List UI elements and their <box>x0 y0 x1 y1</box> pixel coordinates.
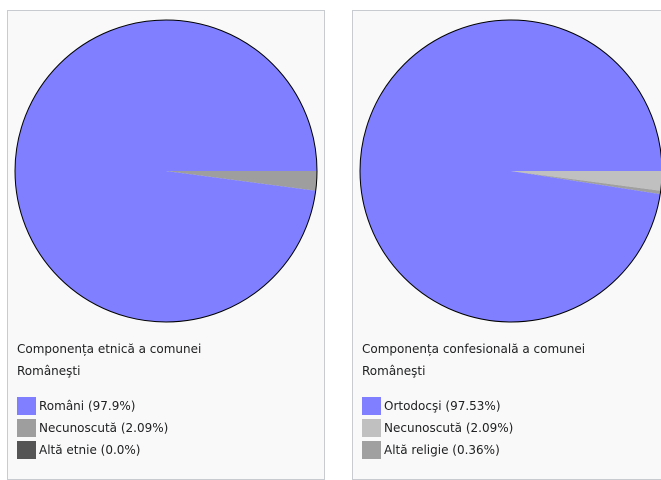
religious-chart-title-line-1: Componența confesională a comunei <box>362 342 586 356</box>
religious-legend: Ortodocşi (97.53%) Necunoscută (2.09%) A… <box>362 395 513 461</box>
legend-item-ortodocsi: Ortodocşi (97.53%) <box>362 395 513 417</box>
pie-slice-romani <box>15 19 318 322</box>
legend-swatch-necunoscuta-ethnic <box>17 419 36 437</box>
legend-item-necunoscuta-religion: Necunoscută (2.09%) <box>362 417 513 439</box>
legend-swatch-necunoscuta-religion <box>362 419 381 437</box>
pie-slice-alta-religie <box>511 171 661 195</box>
legend-swatch-romani <box>17 397 36 415</box>
ethnic-chart-title-line-1: Componența etnică a comunei <box>17 342 202 356</box>
legend-label-alta-religie: Altă religie (0.36%) <box>384 443 500 457</box>
legend-swatch-alta-religie <box>362 441 381 459</box>
ethnic-legend: Români (97.9%) Necunoscută (2.09%) Altă … <box>17 395 168 461</box>
pie-outline <box>14 19 318 323</box>
religious-chart-title: Componența confesională a comunei Române… <box>362 338 661 382</box>
religious-composition-panel: Componența confesională a comunei Române… <box>352 10 661 480</box>
ethnic-pie-chart <box>14 19 318 323</box>
religious-chart-title-line-2: Româneşti <box>362 364 426 378</box>
legend-item-alta-religie: Altă religie (0.36%) <box>362 439 513 461</box>
pie-slice-necunoscuta <box>166 171 317 191</box>
religious-pie-chart <box>359 19 661 323</box>
legend-item-necunoscuta-ethnic: Necunoscută (2.09%) <box>17 417 168 439</box>
legend-label-alta-etnie: Altă etnie (0.0%) <box>39 443 141 457</box>
ethnic-composition-panel: Componența etnică a comunei Româneşti Ro… <box>7 10 325 480</box>
pie-slice-necunoscuta <box>511 171 661 191</box>
legend-swatch-alta-etnie <box>17 441 36 459</box>
legend-swatch-ortodocsi <box>362 397 381 415</box>
ethnic-chart-title-line-2: Româneşti <box>17 364 81 378</box>
ethnic-chart-title: Componența etnică a comunei Româneşti <box>17 338 317 382</box>
legend-item-romani: Români (97.9%) <box>17 395 168 417</box>
legend-item-alta-etnie: Altă etnie (0.0%) <box>17 439 168 461</box>
legend-label-romani: Români (97.9%) <box>39 399 136 413</box>
legend-label-ortodocsi: Ortodocşi (97.53%) <box>384 399 501 413</box>
pie-slice-ortodocsi <box>360 20 661 323</box>
legend-label-necunoscuta-religion: Necunoscută (2.09%) <box>384 421 514 435</box>
pie-outline <box>359 19 661 323</box>
legend-label-necunoscuta-ethnic: Necunoscută (2.09%) <box>39 421 169 435</box>
